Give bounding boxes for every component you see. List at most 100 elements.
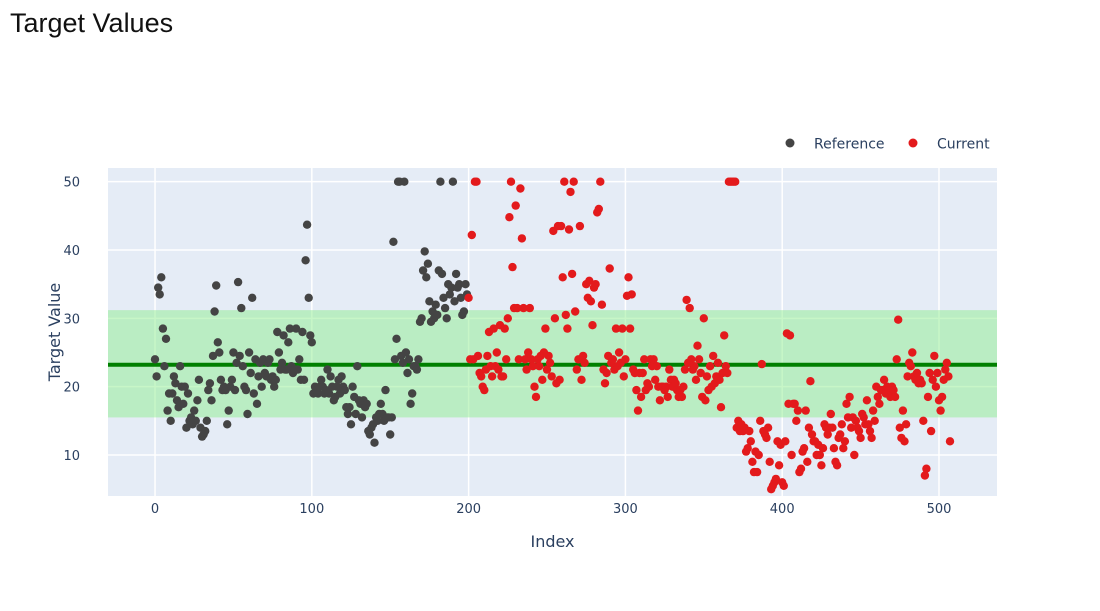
data-point[interactable]: [464, 293, 473, 302]
data-point[interactable]: [274, 348, 284, 357]
data-point[interactable]: [257, 382, 266, 391]
data-point[interactable]: [865, 426, 875, 436]
data-point[interactable]: [353, 362, 362, 371]
data-point[interactable]: [625, 324, 635, 333]
data-point[interactable]: [223, 420, 232, 429]
data-point[interactable]: [494, 365, 503, 374]
data-point[interactable]: [440, 303, 450, 313]
data-point[interactable]: [381, 385, 390, 395]
data-point[interactable]: [277, 358, 287, 367]
data-point[interactable]: [230, 385, 240, 395]
data-point[interactable]: [748, 457, 757, 466]
data-point[interactable]: [345, 403, 354, 412]
data-point[interactable]: [273, 327, 282, 337]
data-point[interactable]: [500, 324, 509, 333]
data-point[interactable]: [445, 290, 454, 299]
data-point[interactable]: [765, 457, 774, 466]
data-point[interactable]: [455, 280, 464, 289]
data-point[interactable]: [818, 444, 828, 453]
data-point[interactable]: [575, 221, 585, 231]
data-point[interactable]: [210, 307, 219, 316]
data-point[interactable]: [291, 324, 301, 333]
data-point[interactable]: [662, 382, 671, 391]
data-point[interactable]: [636, 392, 646, 402]
data-point[interactable]: [208, 351, 218, 361]
data-point[interactable]: [942, 358, 951, 367]
data-point[interactable]: [743, 444, 752, 453]
data-point[interactable]: [619, 372, 628, 381]
data-point[interactable]: [506, 177, 516, 186]
data-point[interactable]: [243, 409, 252, 419]
data-point[interactable]: [864, 420, 873, 429]
data-point[interactable]: [172, 396, 182, 405]
data-point[interactable]: [456, 293, 465, 302]
data-point[interactable]: [389, 237, 398, 246]
data-point[interactable]: [157, 273, 166, 282]
data-point[interactable]: [890, 392, 900, 402]
data-point[interactable]: [566, 187, 575, 197]
data-point[interactable]: [908, 348, 917, 357]
data-point[interactable]: [815, 450, 824, 460]
data-point[interactable]: [933, 368, 942, 378]
data-point[interactable]: [158, 324, 168, 333]
data-point[interactable]: [216, 375, 226, 384]
data-point[interactable]: [892, 355, 901, 364]
data-point[interactable]: [417, 314, 426, 323]
data-point[interactable]: [376, 399, 385, 408]
data-point[interactable]: [699, 314, 708, 323]
data-point[interactable]: [520, 355, 530, 364]
data-point[interactable]: [594, 204, 603, 214]
data-point[interactable]: [304, 293, 313, 302]
data-point[interactable]: [867, 433, 876, 443]
data-point[interactable]: [168, 389, 177, 398]
data-point[interactable]: [640, 355, 649, 364]
data-point[interactable]: [390, 355, 400, 364]
data-point[interactable]: [850, 450, 859, 460]
data-point[interactable]: [487, 372, 497, 381]
data-point[interactable]: [569, 177, 578, 186]
data-point[interactable]: [600, 379, 610, 388]
data-point[interactable]: [346, 420, 356, 429]
data-point[interactable]: [563, 324, 572, 333]
data-point[interactable]: [862, 396, 872, 405]
data-point[interactable]: [682, 295, 691, 305]
data-point[interactable]: [473, 351, 483, 361]
data-point[interactable]: [519, 303, 528, 313]
data-point[interactable]: [936, 406, 945, 415]
data-point[interactable]: [930, 351, 939, 361]
data-point[interactable]: [420, 247, 429, 256]
data-point[interactable]: [400, 177, 409, 186]
data-point[interactable]: [547, 372, 556, 381]
data-point[interactable]: [925, 368, 934, 378]
data-point[interactable]: [567, 269, 577, 279]
data-point[interactable]: [832, 461, 842, 470]
data-point[interactable]: [790, 399, 799, 408]
data-point[interactable]: [461, 280, 470, 289]
data-point[interactable]: [193, 396, 202, 405]
data-point[interactable]: [804, 423, 814, 432]
data-point[interactable]: [285, 324, 295, 333]
data-point[interactable]: [644, 382, 654, 391]
data-point[interactable]: [531, 392, 541, 402]
data-point[interactable]: [503, 314, 512, 323]
data-point[interactable]: [919, 416, 928, 425]
data-point[interactable]: [638, 368, 647, 378]
data-point[interactable]: [293, 365, 302, 374]
data-point[interactable]: [912, 368, 922, 378]
data-point[interactable]: [522, 365, 531, 374]
data-point[interactable]: [270, 382, 279, 391]
data-point[interactable]: [571, 307, 580, 316]
data-point[interactable]: [182, 423, 191, 432]
data-point[interactable]: [224, 406, 233, 415]
data-point[interactable]: [357, 413, 367, 422]
data-point[interactable]: [746, 437, 755, 446]
data-point[interactable]: [577, 375, 586, 384]
data-point[interactable]: [605, 264, 614, 273]
data-point[interactable]: [480, 385, 489, 395]
data-point[interactable]: [870, 416, 879, 425]
data-point[interactable]: [205, 379, 215, 388]
data-point[interactable]: [418, 266, 428, 275]
data-point[interactable]: [555, 375, 564, 384]
data-point[interactable]: [614, 348, 624, 357]
data-point[interactable]: [677, 392, 687, 402]
